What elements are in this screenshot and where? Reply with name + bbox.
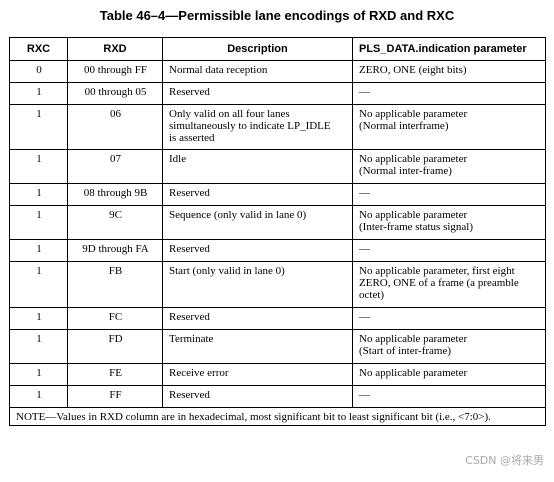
cell-rxd: 06 (67, 104, 163, 150)
table-row: 1 FC Reserved — (9, 307, 546, 330)
table-title: Table 46–4—Permissible lane encodings of… (99, 8, 455, 23)
cell-parameter: No applicable parameter (352, 363, 546, 386)
cell-parameter: — (352, 239, 546, 262)
cell-rxc: 1 (9, 183, 68, 206)
cell-parameter: No applicable parameter (Normal inter-fr… (352, 149, 546, 184)
cell-rxc: 1 (9, 307, 68, 330)
cell-rxd: 9C (67, 205, 163, 240)
cell-rxd: 00 through 05 (67, 82, 163, 105)
table-row: 1 06 Only valid on all four lanes simultan… (9, 104, 546, 150)
cell-rxd: FF (67, 385, 163, 408)
cell-parameter: No applicable parameter, first eight ZER… (352, 261, 546, 308)
table-row: 1 9C Sequence (only valid in lane 0) No app… (9, 205, 546, 240)
header-rxc: RXC (9, 37, 68, 61)
cell-parameter: — (352, 183, 546, 206)
header-rxd: RXD (67, 37, 163, 61)
cell-rxc: 1 (9, 82, 68, 105)
cell-parameter: No applicable parameter (Normal interfra… (352, 104, 546, 150)
table-row: 0 00 through FF Normal data reception ZERO,… (9, 60, 546, 83)
cell-rxd: 08 through 9B (67, 183, 163, 206)
table-row: 1 FB Start (only valid in lane 0) No applic… (9, 261, 546, 308)
cell-description: Idle (162, 149, 353, 184)
cell-rxd: FC (67, 307, 163, 330)
cell-description: Start (only valid in lane 0) (162, 261, 353, 308)
cell-rxc: 1 (9, 329, 68, 364)
cell-rxd: 00 through FF (67, 60, 163, 83)
cell-parameter: No applicable parameter (Inter-frame sta… (352, 205, 546, 240)
table-row: 1 FD Terminate No applicable parameter (Sta… (9, 329, 546, 364)
cell-rxc: 1 (9, 363, 68, 386)
table-row: 1 08 through 9B Reserved — (9, 183, 546, 206)
table-row: 1 9D through FA Reserved — (9, 239, 546, 262)
table-row: 1 FF Reserved — (9, 385, 546, 408)
cell-description: Reserved (162, 82, 353, 105)
cell-description: Terminate (162, 329, 353, 364)
cell-description: Receive error (162, 363, 353, 386)
cell-rxd: 9D through FA (67, 239, 163, 262)
cell-parameter: — (352, 307, 546, 330)
cell-rxd: FB (67, 261, 163, 308)
header-description: Description (162, 37, 353, 61)
cell-rxc: 1 (9, 104, 68, 150)
note-row: NOTE—Values in RXD column are in hexadec… (9, 407, 546, 426)
cell-description: Reserved (162, 183, 353, 206)
watermark: CSDN @将来男 (465, 452, 544, 468)
cell-rxd: FE (67, 363, 163, 386)
lane-encodings-table: RXC RXD Description PLS_DATA.indication … (9, 37, 546, 426)
cell-description: Sequence (only valid in lane 0) (162, 205, 353, 240)
cell-description: Normal data reception (162, 60, 353, 83)
table-body: 0 00 through FF Normal data reception ZERO,… (9, 60, 546, 408)
cell-rxc: 1 (9, 239, 68, 262)
cell-parameter: — (352, 385, 546, 408)
cell-description: Only valid on all four lanes simultaneou… (162, 104, 353, 150)
cell-rxc: 1 (9, 149, 68, 184)
cell-parameter: No applicable parameter (Start of inter-… (352, 329, 546, 364)
table-row: 1 FE Receive error No applicable parameter (9, 363, 546, 386)
cell-rxd: 07 (67, 149, 163, 184)
table-row: 1 07 Idle No applicable parameter (Normal i… (9, 149, 546, 184)
cell-parameter: ZERO, ONE (eight bits) (352, 60, 546, 83)
cell-rxc: 0 (9, 60, 68, 83)
cell-parameter: — (352, 82, 546, 105)
cell-rxc: 1 (9, 205, 68, 240)
cell-description: Reserved (162, 385, 353, 408)
header-pls-data-parameter: PLS_DATA.indication parameter (352, 37, 546, 61)
table-note: NOTE—Values in RXD column are in hexadec… (9, 407, 546, 426)
cell-description: Reserved (162, 307, 353, 330)
table-row: 1 00 through 05 Reserved — (9, 82, 546, 105)
header-row: RXC RXD Description PLS_DATA.indication … (9, 37, 546, 61)
cell-rxc: 1 (9, 385, 68, 408)
cell-rxd: FD (67, 329, 163, 364)
cell-rxc: 1 (9, 261, 68, 308)
cell-description: Reserved (162, 239, 353, 262)
